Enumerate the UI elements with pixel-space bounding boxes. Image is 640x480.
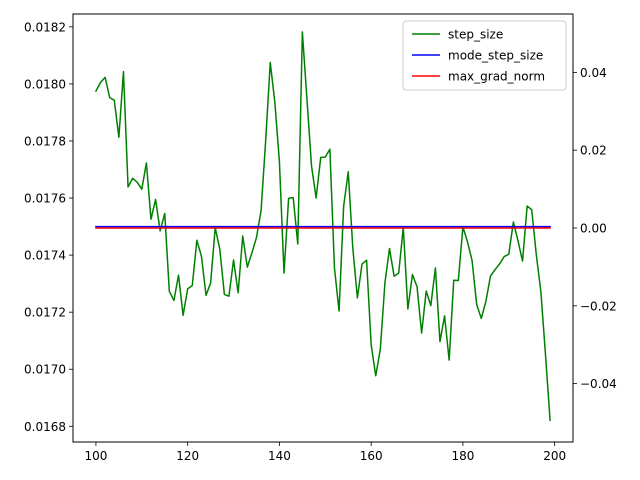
legend-label: step_size <box>448 28 503 42</box>
series-line-step-size <box>94 31 551 422</box>
y-axis-left: 0.0168 0.0170 0.0172 0.0174 0.0176 0.0178 0.01… <box>24 20 73 434</box>
x-tick-label: 140 <box>268 449 291 463</box>
y-right-tick-label: 0.02 <box>580 144 607 158</box>
y-left-tick-label: 0.0174 <box>24 249 66 263</box>
legend-box <box>402 20 567 91</box>
y-axis-right: −0.04 −0.02 0.00 0.02 0.04 <box>573 66 617 391</box>
x-tick-label: 160 <box>360 449 383 463</box>
y-left-tick-label: 0.0176 <box>24 192 66 206</box>
legend-label: max_grad_norm <box>448 70 545 84</box>
y-right-tick-label: 0.04 <box>580 66 607 80</box>
y-left-tick-label: 0.0178 <box>24 134 66 148</box>
x-tick-label: 200 <box>543 449 566 463</box>
x-axis: 100 120 140 160 180 200 <box>84 442 566 463</box>
x-tick-label: 180 <box>451 449 474 463</box>
y-left-tick-label: 0.0168 <box>24 420 66 434</box>
x-tick-label: 120 <box>176 449 199 463</box>
y-right-tick-label: 0.00 <box>580 222 607 236</box>
series-layer <box>94 31 551 422</box>
x-tick-label: 100 <box>84 449 107 463</box>
plot-area <box>94 31 551 422</box>
y-left-tick-label: 0.0172 <box>24 306 66 320</box>
y-right-tick-label: −0.02 <box>580 299 617 313</box>
legend: step_size mode_step_size max_grad_norm <box>402 20 567 91</box>
y-left-tick-label: 0.0180 <box>24 77 66 91</box>
y-right-tick-label: −0.04 <box>580 377 617 391</box>
legend-label: mode_step_size <box>448 49 543 63</box>
y-left-tick-label: 0.0182 <box>24 20 66 34</box>
y-left-tick-label: 0.0170 <box>24 363 66 377</box>
